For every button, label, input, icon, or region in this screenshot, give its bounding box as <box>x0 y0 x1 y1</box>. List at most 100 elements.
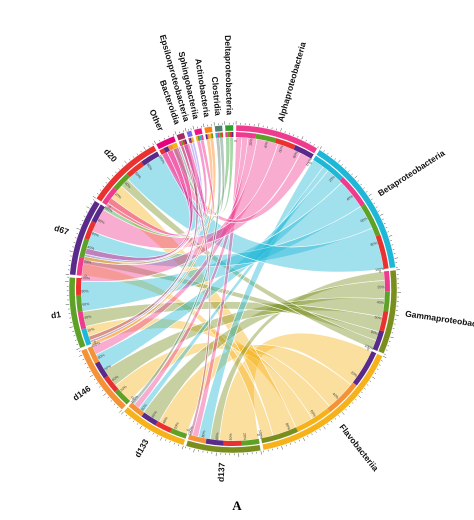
tick-label: 60% <box>91 231 100 238</box>
inner-band-d1 <box>77 311 87 330</box>
tick-label: 40% <box>84 315 93 320</box>
inner-band-actinobacteria <box>210 133 214 139</box>
tick-mark <box>330 420 333 423</box>
inner-band-sphingobacteriia <box>201 134 204 141</box>
tick-mark <box>323 426 326 430</box>
tick-mark <box>309 141 311 144</box>
inner-band-betaproteobacteria <box>375 234 389 270</box>
tick-label: 80% <box>201 429 207 438</box>
tick-label: 0 <box>256 434 260 437</box>
tick-label: 100% <box>91 341 102 348</box>
tick-mark <box>88 371 91 373</box>
inner-band-d67 <box>84 220 97 240</box>
tick-mark <box>124 160 127 164</box>
tick-mark <box>76 227 80 230</box>
tick-mark <box>184 127 187 132</box>
tick-label: 60% <box>151 410 159 419</box>
inner-band-clostridia <box>217 132 220 138</box>
inner-band-epsilonproteobacteria <box>191 137 195 143</box>
inner-band-deltaproteobacteria <box>231 132 234 138</box>
tick-mark <box>76 343 79 345</box>
arc-deltaproteobacteria <box>224 124 234 132</box>
inner-band-d20 <box>141 151 160 166</box>
inner-band-bacteroidia <box>182 139 186 146</box>
tick-mark <box>327 423 329 426</box>
tick-mark <box>179 131 181 134</box>
tick-mark <box>136 153 138 156</box>
inner-band-d20 <box>102 187 118 206</box>
tick-label: 80% <box>97 218 106 225</box>
tick-mark <box>116 406 119 409</box>
tick-mark <box>182 130 184 133</box>
tick-mark <box>84 363 87 365</box>
tick-mark <box>86 367 89 369</box>
tick-label: 100% <box>187 425 194 436</box>
inner-band-gammaproteobacteria <box>379 310 389 332</box>
inner-band-deltaproteobacteria <box>227 132 230 138</box>
tick-mark <box>365 191 368 193</box>
tick-mark <box>364 388 366 390</box>
tick-mark <box>172 133 174 136</box>
tick-label: 20% <box>249 138 254 146</box>
tick-mark <box>387 345 390 347</box>
label-betaproteobacteria: Betaproteobacteria <box>376 148 447 199</box>
tick-label: 60% <box>309 409 317 418</box>
inner-band-d67 <box>76 256 85 276</box>
inner-band-d1 <box>81 327 92 346</box>
tick-mark <box>348 170 350 172</box>
tick-mark <box>169 440 171 443</box>
tick-mark <box>388 235 393 237</box>
inner-band-flavobacteriia <box>352 351 377 386</box>
tick-mark <box>86 206 90 209</box>
tick-mark <box>107 177 111 180</box>
tick-mark <box>103 393 107 396</box>
tick-mark <box>139 425 142 429</box>
tick-mark <box>101 389 104 392</box>
tick-mark <box>390 336 394 339</box>
inner-band-gammaproteobacteria <box>383 291 390 312</box>
tick-mark <box>153 140 156 144</box>
chord-diagram: 0 20% 40%60%80%100%020%40%60%80%100%020%40… <box>50 33 474 482</box>
arc-d20 <box>95 145 157 203</box>
tick-mark <box>355 398 357 401</box>
tick-label: 40% <box>377 300 385 305</box>
inner-band-clostridia <box>220 132 224 138</box>
tick-label: 80% <box>370 330 379 336</box>
inner-band-d67 <box>79 238 90 258</box>
tick-mark <box>294 441 296 444</box>
arc-flavobacteriia <box>262 353 383 451</box>
inner-band-gammaproteobacteria <box>383 270 390 292</box>
inner-band-d133 <box>141 412 158 426</box>
tick-label: 20% <box>377 285 385 289</box>
tick-label: 100% <box>258 430 264 441</box>
tick-mark <box>148 430 150 433</box>
inner-band-actinobacteria <box>205 134 209 140</box>
tick-mark <box>76 348 80 350</box>
tick-label: 40% <box>162 416 169 425</box>
tick-mark <box>193 448 195 453</box>
inner-stack-ring <box>76 132 390 446</box>
inner-band-bacteroidia <box>178 141 183 147</box>
tick-label: 0 <box>93 340 96 344</box>
tick-mark <box>307 435 309 438</box>
tick-mark <box>107 396 110 399</box>
tick-mark <box>96 193 99 195</box>
arc-sphingobacteriia <box>193 127 203 136</box>
tick-mark <box>85 211 88 213</box>
tick-mark <box>380 213 384 216</box>
tick-mark <box>69 250 73 252</box>
tick-label: 60% <box>82 302 90 307</box>
tick-mark <box>159 139 161 142</box>
inner-band-d137 <box>241 438 260 446</box>
inner-band-d67 <box>91 204 105 224</box>
tick-label: 20% <box>87 327 96 333</box>
tick-mark <box>260 451 262 455</box>
tick-label: 20% <box>350 371 359 379</box>
tick-mark <box>323 150 325 152</box>
tick-mark <box>319 428 321 431</box>
tick-mark <box>385 349 388 351</box>
tick-label: 20% <box>114 192 123 200</box>
tick-mark <box>92 196 96 199</box>
tick-mark <box>373 202 376 204</box>
tick-mark <box>377 210 380 212</box>
